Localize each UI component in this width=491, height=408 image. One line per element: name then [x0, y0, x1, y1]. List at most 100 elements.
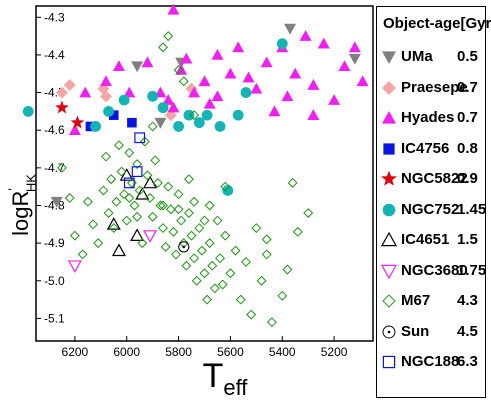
legend-item-ngc3680: NGC3680 1.75 — [377, 257, 486, 285]
y-tick-label: -5.0 — [44, 274, 65, 288]
legend-item-ngc752: NGC752 1.45 — [377, 196, 487, 224]
legend-item-ngc5822: NGC5822 0.9 — [377, 165, 485, 193]
x-tick-label: 5600 — [217, 345, 244, 359]
legend-age: 1.5 — [457, 231, 478, 248]
point-hyades — [317, 37, 330, 49]
point-m67 — [142, 170, 153, 181]
point-m67 — [173, 204, 184, 215]
point-m67 — [163, 181, 174, 192]
legend-marker-shape — [381, 170, 397, 186]
point-hyades — [167, 101, 180, 113]
x-tick-label: 6000 — [113, 345, 140, 359]
point-m67 — [220, 230, 231, 241]
point-hyades — [211, 48, 224, 60]
legend-age: 0.7 — [457, 78, 478, 96]
legend-marker — [382, 51, 396, 64]
legend-age: 0.8 — [457, 139, 478, 157]
y-tick-label: -4.4 — [44, 48, 65, 62]
point-hyades — [224, 67, 237, 79]
point-hyades — [328, 94, 341, 105]
legend-item-ic4651: IC4651 1.5 — [377, 226, 485, 254]
point-m67 — [181, 260, 192, 271]
point-m67 — [202, 294, 213, 305]
point-hyades — [307, 109, 320, 120]
point-praesepe — [63, 79, 76, 92]
y-tick-label: -4.3 — [44, 10, 65, 24]
point-m67 — [64, 193, 75, 203]
point-ngc752 — [193, 117, 205, 129]
point-m67 — [176, 215, 187, 226]
legend-age: 1.45 — [457, 200, 487, 218]
point-ngc752 — [183, 109, 195, 121]
legend-marker-shape — [380, 231, 398, 247]
point-hyades — [99, 75, 112, 87]
point-m67 — [150, 155, 161, 166]
legend-marker — [382, 80, 396, 95]
point-m67 — [93, 238, 104, 249]
legend-marker-shape — [382, 111, 396, 124]
point-m67 — [121, 215, 132, 226]
point-m67 — [207, 260, 218, 271]
point-m67 — [103, 208, 114, 218]
point-uma — [50, 196, 63, 208]
legend-age: 0.7 — [457, 109, 478, 126]
point-m67 — [69, 230, 80, 241]
point-m67 — [147, 121, 158, 132]
point-m67 — [82, 196, 93, 207]
point-ngc752 — [157, 102, 169, 114]
point-hyades — [232, 41, 245, 53]
legend-item-praesepe: Praesepe 0.7 — [377, 74, 485, 102]
point-m67 — [230, 245, 241, 256]
point-m67 — [152, 177, 163, 188]
legend-label: NGC752 — [401, 200, 460, 218]
point-praesepe — [99, 90, 112, 103]
point-m67 — [155, 200, 166, 211]
legend-marker-shape — [382, 80, 396, 95]
legend-label: IC4651 — [401, 231, 450, 248]
legend-item-hyades: Hyades 0.7 — [377, 104, 485, 132]
point-m67 — [183, 174, 194, 185]
point-ngc752 — [222, 185, 234, 196]
y-axis-label-prime: ' — [5, 188, 21, 191]
legend-label: Sun — [401, 322, 430, 340]
legend-marker — [382, 325, 396, 338]
point-uma — [131, 61, 144, 73]
legend-label: IC4756 — [401, 139, 450, 157]
point-m67 — [158, 223, 168, 234]
point-m67 — [186, 230, 197, 241]
data-points — [22, 3, 369, 328]
point-m67 — [124, 147, 135, 158]
point-m67 — [251, 223, 262, 234]
point-m67 — [277, 290, 288, 301]
point-m67 — [173, 65, 184, 75]
legend-marker-shape — [382, 325, 396, 338]
point-ngc752 — [118, 94, 130, 106]
point-m67 — [108, 223, 119, 234]
legend-marker — [383, 142, 395, 155]
point-m67 — [261, 249, 272, 260]
x-axis-label-main: T — [202, 357, 224, 395]
point-hyades — [299, 30, 312, 41]
point-hyades — [211, 90, 224, 102]
y-tick-label: -4.9 — [44, 236, 65, 250]
point-m67 — [209, 283, 220, 294]
legend-item-ngc188: NGC188 6.3 — [377, 348, 485, 376]
legend-item-sun: Sun 4.5 — [377, 318, 485, 346]
legend-age: 4.3 — [457, 292, 478, 309]
point-hyades — [260, 56, 273, 68]
point-hyades — [180, 52, 193, 64]
legend-label: NGC5822 — [401, 170, 468, 187]
point-m67 — [194, 223, 205, 234]
point-ic4651 — [106, 217, 121, 230]
point-sun — [178, 241, 190, 253]
axis-ticks: 6200 6000 5800 5600 5400 5200-4.3-4.4-4.5-4.6… — [36, 10, 348, 359]
point-m67 — [88, 219, 98, 230]
x-tick-label: 5400 — [269, 345, 296, 359]
point-hyades — [79, 86, 92, 98]
legend-marker — [382, 111, 396, 124]
point-ngc752 — [90, 121, 102, 132]
point-m67 — [204, 200, 215, 211]
point-hyades — [338, 60, 351, 72]
legend-marker — [381, 170, 397, 186]
point-uma — [154, 117, 167, 129]
